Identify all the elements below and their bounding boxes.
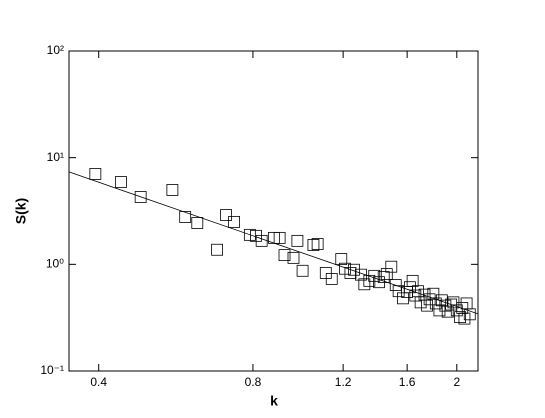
marker xyxy=(463,308,476,321)
y-tick-label: 10¹ xyxy=(47,150,64,164)
marker xyxy=(427,287,440,300)
marker xyxy=(179,211,192,223)
x-tick-label: 2 xyxy=(453,375,460,389)
marker xyxy=(291,234,304,247)
marker xyxy=(273,231,286,244)
marker xyxy=(421,299,433,312)
marker xyxy=(211,243,223,256)
marker xyxy=(429,297,442,310)
marker xyxy=(220,209,232,221)
marker xyxy=(89,168,102,180)
y-axis-label: S(k) xyxy=(13,198,29,224)
marker xyxy=(287,251,300,264)
marker xyxy=(115,176,127,188)
marker xyxy=(296,264,309,277)
marker xyxy=(414,296,427,309)
x-tick-label: 0.4 xyxy=(90,375,107,389)
marker xyxy=(325,273,338,285)
marker xyxy=(344,267,357,279)
plot-frame xyxy=(68,50,479,372)
marker xyxy=(397,292,409,305)
marker xyxy=(278,249,291,262)
marker xyxy=(358,278,371,291)
marker xyxy=(460,297,473,310)
marker xyxy=(348,263,360,276)
marker xyxy=(307,239,320,251)
marker xyxy=(412,285,424,298)
marker xyxy=(355,268,367,281)
x-tick-label: 1.6 xyxy=(399,375,416,389)
x-axis-label: k xyxy=(270,393,278,409)
marker xyxy=(380,268,393,280)
marker xyxy=(363,274,376,287)
x-tick-label: 1.2 xyxy=(335,375,352,389)
marker xyxy=(385,260,398,273)
marker xyxy=(406,274,419,287)
marker xyxy=(191,217,204,229)
marker xyxy=(166,184,179,196)
marker xyxy=(454,311,467,324)
fit-line xyxy=(68,171,479,315)
x-tick-label: 0.8 xyxy=(245,375,262,389)
marker xyxy=(319,267,332,279)
marker xyxy=(134,191,147,203)
y-tick-label: 10² xyxy=(47,43,64,57)
marker xyxy=(433,304,446,317)
marker xyxy=(243,228,256,241)
marker xyxy=(377,271,390,283)
marker xyxy=(389,279,402,291)
marker xyxy=(335,253,348,265)
marker xyxy=(311,238,324,250)
y-tick-label: 10⁰ xyxy=(46,257,64,271)
y-tick-label: 10⁻¹ xyxy=(40,363,64,377)
marker xyxy=(228,215,240,228)
